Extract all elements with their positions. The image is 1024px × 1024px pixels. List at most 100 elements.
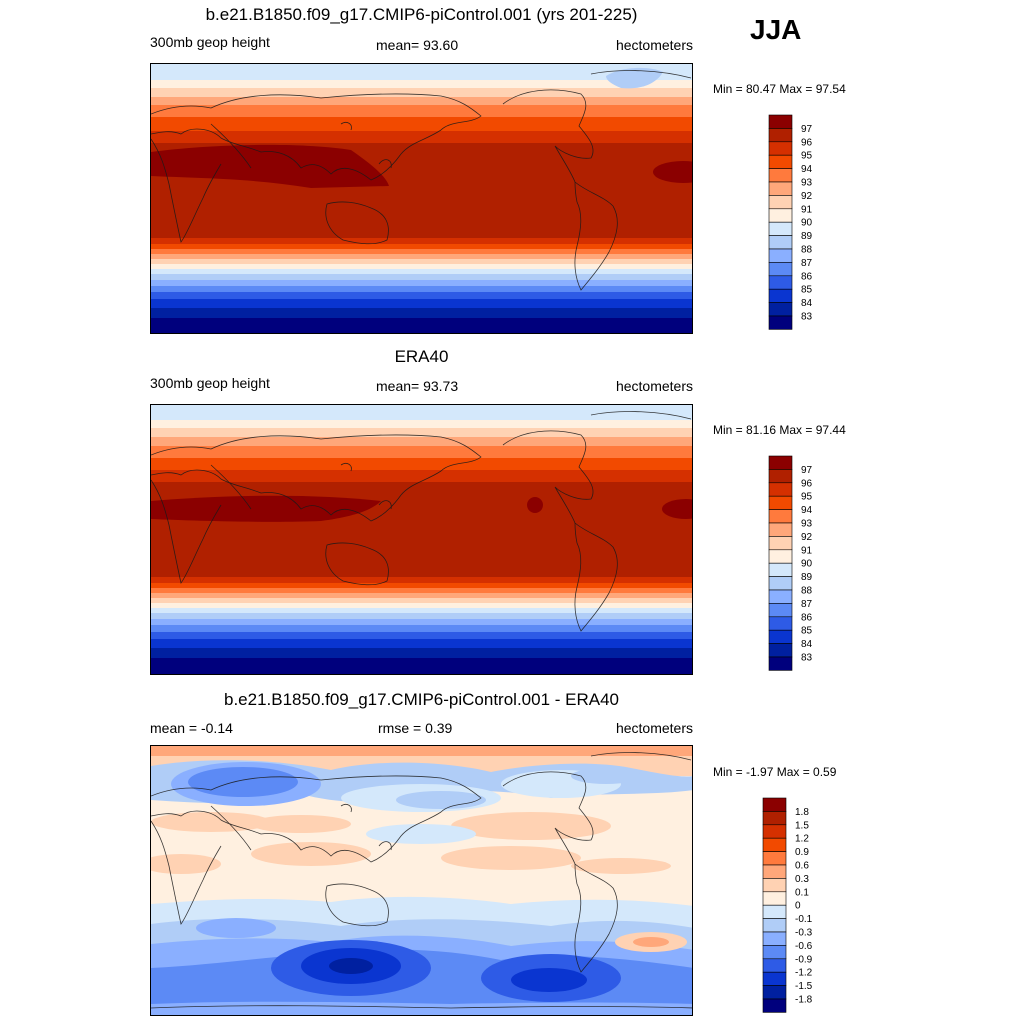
colorbar-swatch [768, 114, 793, 129]
colorbar-swatch [768, 589, 793, 604]
panel-3-mean-label: mean = -0.14 [150, 720, 233, 736]
colorbar-tick-label: 96 [801, 137, 813, 148]
colorbar-swatch [768, 482, 793, 497]
panel-1-title: b.e21.B1850.f09_g17.CMIP6-piControl.001 … [205, 5, 638, 24]
colorbar-tick-label: 92 [801, 191, 813, 202]
panel-2-units-label: hectometers [615, 378, 693, 394]
colorbar-tick-label: 89 [801, 572, 813, 583]
colorbar-tick-label: 0.3 [795, 874, 809, 885]
colorbar-swatch [768, 643, 793, 658]
colorbar-tick-label: 91 [801, 545, 813, 556]
panel-2-title: ERA40 [394, 347, 449, 366]
colorbar-tick-label: 97 [801, 465, 813, 476]
colorbar-graphic: 97 96 95 94 93 92 91 90 89 88 87 86 85 84 83 [768, 455, 813, 671]
panel-3-units-label: hectometers [615, 720, 693, 736]
panel-3-rmse-label: rmse = 0.39 [378, 720, 453, 736]
colorbar-swatch [762, 824, 787, 839]
colorbar-swatch [762, 971, 787, 986]
colorbar-swatch [768, 455, 793, 470]
colorbar-tick-label: 90 [801, 218, 813, 229]
colorbar-tick-label: 1.5 [795, 820, 809, 831]
colorbar-swatch [768, 288, 793, 303]
colorbar-swatch [768, 509, 793, 524]
colorbar-swatch [762, 998, 787, 1013]
colorbar-tick-label: 95 [801, 492, 813, 503]
colorbar-tick-label: 92 [801, 532, 813, 543]
colorbar-graphic: 97 96 95 94 93 92 91 90 89 88 87 86 85 84 83 [768, 114, 813, 330]
panel-2-minmax: Min = 81.16 Max = 97.44 [713, 423, 846, 437]
panel-1-map [150, 63, 693, 334]
colorbar-tick-label: 94 [801, 505, 813, 516]
panel-3-title: b.e21.B1850.f09_g17.CMIP6-piControl.001 … [223, 690, 620, 709]
panel-1-minmax: Min = 80.47 Max = 97.54 [713, 82, 846, 96]
colorbar-swatch [768, 522, 793, 537]
colorbar-tick-label: 95 [801, 151, 813, 162]
colorbar-swatch [768, 656, 793, 671]
colorbar-swatch [768, 315, 793, 330]
panel-1-colorbar: 97 96 95 94 93 92 91 90 89 88 87 86 85 84 83 [768, 114, 826, 331]
colorbar-tick-label: 0.9 [795, 847, 809, 858]
colorbar-tick-label: 93 [801, 519, 813, 530]
colorbar-tick-label: 85 [801, 285, 813, 296]
colorbar-swatch [768, 302, 793, 317]
panel-3-map-field [151, 746, 692, 1015]
colorbar-swatch [768, 168, 793, 183]
colorbar-swatch [768, 275, 793, 290]
colorbar-tick-label: -0.1 [795, 914, 813, 925]
colorbar-tick-label: 88 [801, 245, 813, 256]
panel-3-colorbar: 1.8 1.5 1.2 0.9 0.6 0.3 0.1 0 -0.1 -0.3 -0.6 -0.9 -1… [762, 797, 820, 1014]
colorbar-tick-label: 86 [801, 271, 813, 282]
colorbar-tick-label: 1.8 [795, 807, 809, 818]
colorbar-swatch [768, 549, 793, 564]
colorbar-tick-label: -1.8 [795, 995, 813, 1006]
colorbar-swatch [768, 235, 793, 250]
colorbar-swatch [768, 603, 793, 618]
colorbar-swatch [768, 629, 793, 644]
colorbar-tick-label: 87 [801, 599, 813, 610]
colorbar-tick-label: 87 [801, 258, 813, 269]
colorbar-swatch [762, 811, 787, 826]
colorbar-swatch [768, 195, 793, 210]
colorbar-swatch [768, 262, 793, 277]
colorbar-tick-label: 0.1 [795, 887, 809, 898]
colorbar-swatch [762, 837, 787, 852]
colorbar-tick-label: 1.2 [795, 834, 809, 845]
colorbar-swatch [768, 208, 793, 223]
colorbar-swatch [768, 562, 793, 577]
colorbar-swatch [768, 154, 793, 169]
colorbar-swatch [768, 128, 793, 143]
colorbar-swatch [768, 141, 793, 156]
colorbar-swatch [762, 851, 787, 866]
panel-2-colorbar: 97 96 95 94 93 92 91 90 89 88 87 86 85 84 83 [768, 455, 826, 672]
colorbar-swatch [768, 536, 793, 551]
colorbar-swatch [762, 904, 787, 919]
panel-3-map [150, 745, 693, 1016]
colorbar-swatch [762, 931, 787, 946]
colorbar-tick-label: 84 [801, 639, 813, 650]
panel-2-map-field [151, 405, 692, 674]
colorbar-swatch [768, 469, 793, 484]
season-label: JJA [750, 14, 802, 45]
colorbar-tick-label: 0 [795, 901, 801, 912]
colorbar-swatch [762, 864, 787, 879]
colorbar-swatch [762, 797, 787, 812]
colorbar-tick-label: -1.5 [795, 981, 813, 992]
colorbar-tick-label: -1.2 [795, 968, 813, 979]
colorbar-tick-label: 93 [801, 178, 813, 189]
panel-2-variable-label: 300mb geop height [150, 375, 270, 391]
panel-1-units-label: hectometers [615, 37, 693, 53]
colorbar-tick-label: 90 [801, 559, 813, 570]
colorbar-swatch [762, 918, 787, 933]
colorbar-swatch [762, 945, 787, 960]
colorbar-swatch [768, 576, 793, 591]
colorbar-swatch [768, 221, 793, 236]
colorbar-swatch [768, 616, 793, 631]
panel-1-mean-label: mean= 93.60 [376, 37, 459, 53]
colorbar-swatch [768, 248, 793, 263]
colorbar-swatch [762, 985, 787, 1000]
colorbar-swatch [768, 495, 793, 510]
colorbar-swatch [768, 181, 793, 196]
colorbar-tick-label: 83 [801, 653, 813, 664]
colorbar-tick-label: 86 [801, 612, 813, 623]
colorbar-swatch [762, 958, 787, 973]
